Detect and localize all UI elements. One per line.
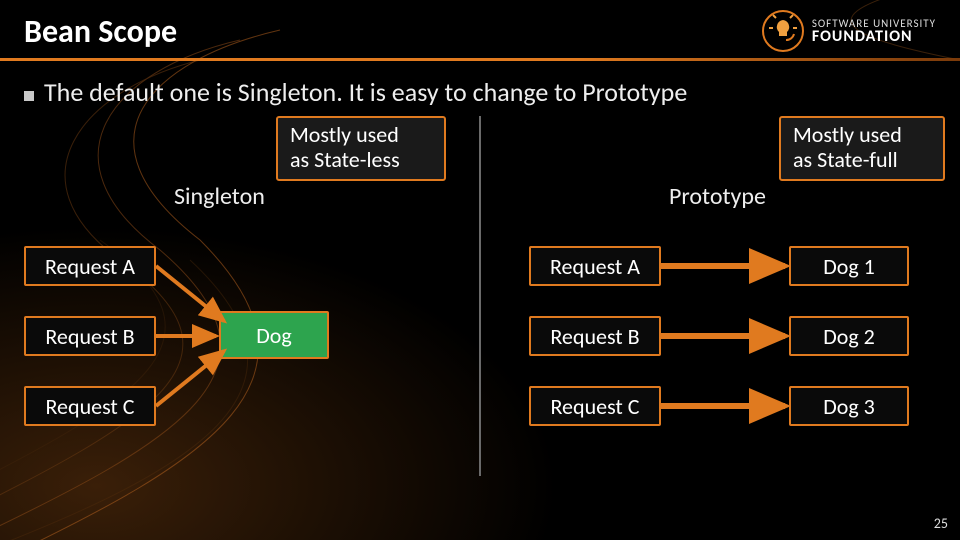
page-number: 25 [934,515,948,532]
bulb-icon [762,10,804,52]
bullet-text: The default one is Singleton. It is easy… [44,76,687,108]
logo-text-bottom: FOUNDATION [812,29,936,45]
logo: SOFTWARE UNIVERSITY FOUNDATION [762,10,936,52]
panel-singleton: Mostly used as State-less Singleton Requ… [24,116,471,476]
panel-divider [479,116,481,476]
panel-prototype: Mostly used as State-full Prototype Requ… [489,116,936,476]
arrows-singleton [24,116,464,476]
arrows-prototype [489,116,949,476]
bullet-icon [24,91,34,101]
page-title: Bean Scope [24,12,177,51]
bullet-row: The default one is Singleton. It is easy… [0,58,960,108]
